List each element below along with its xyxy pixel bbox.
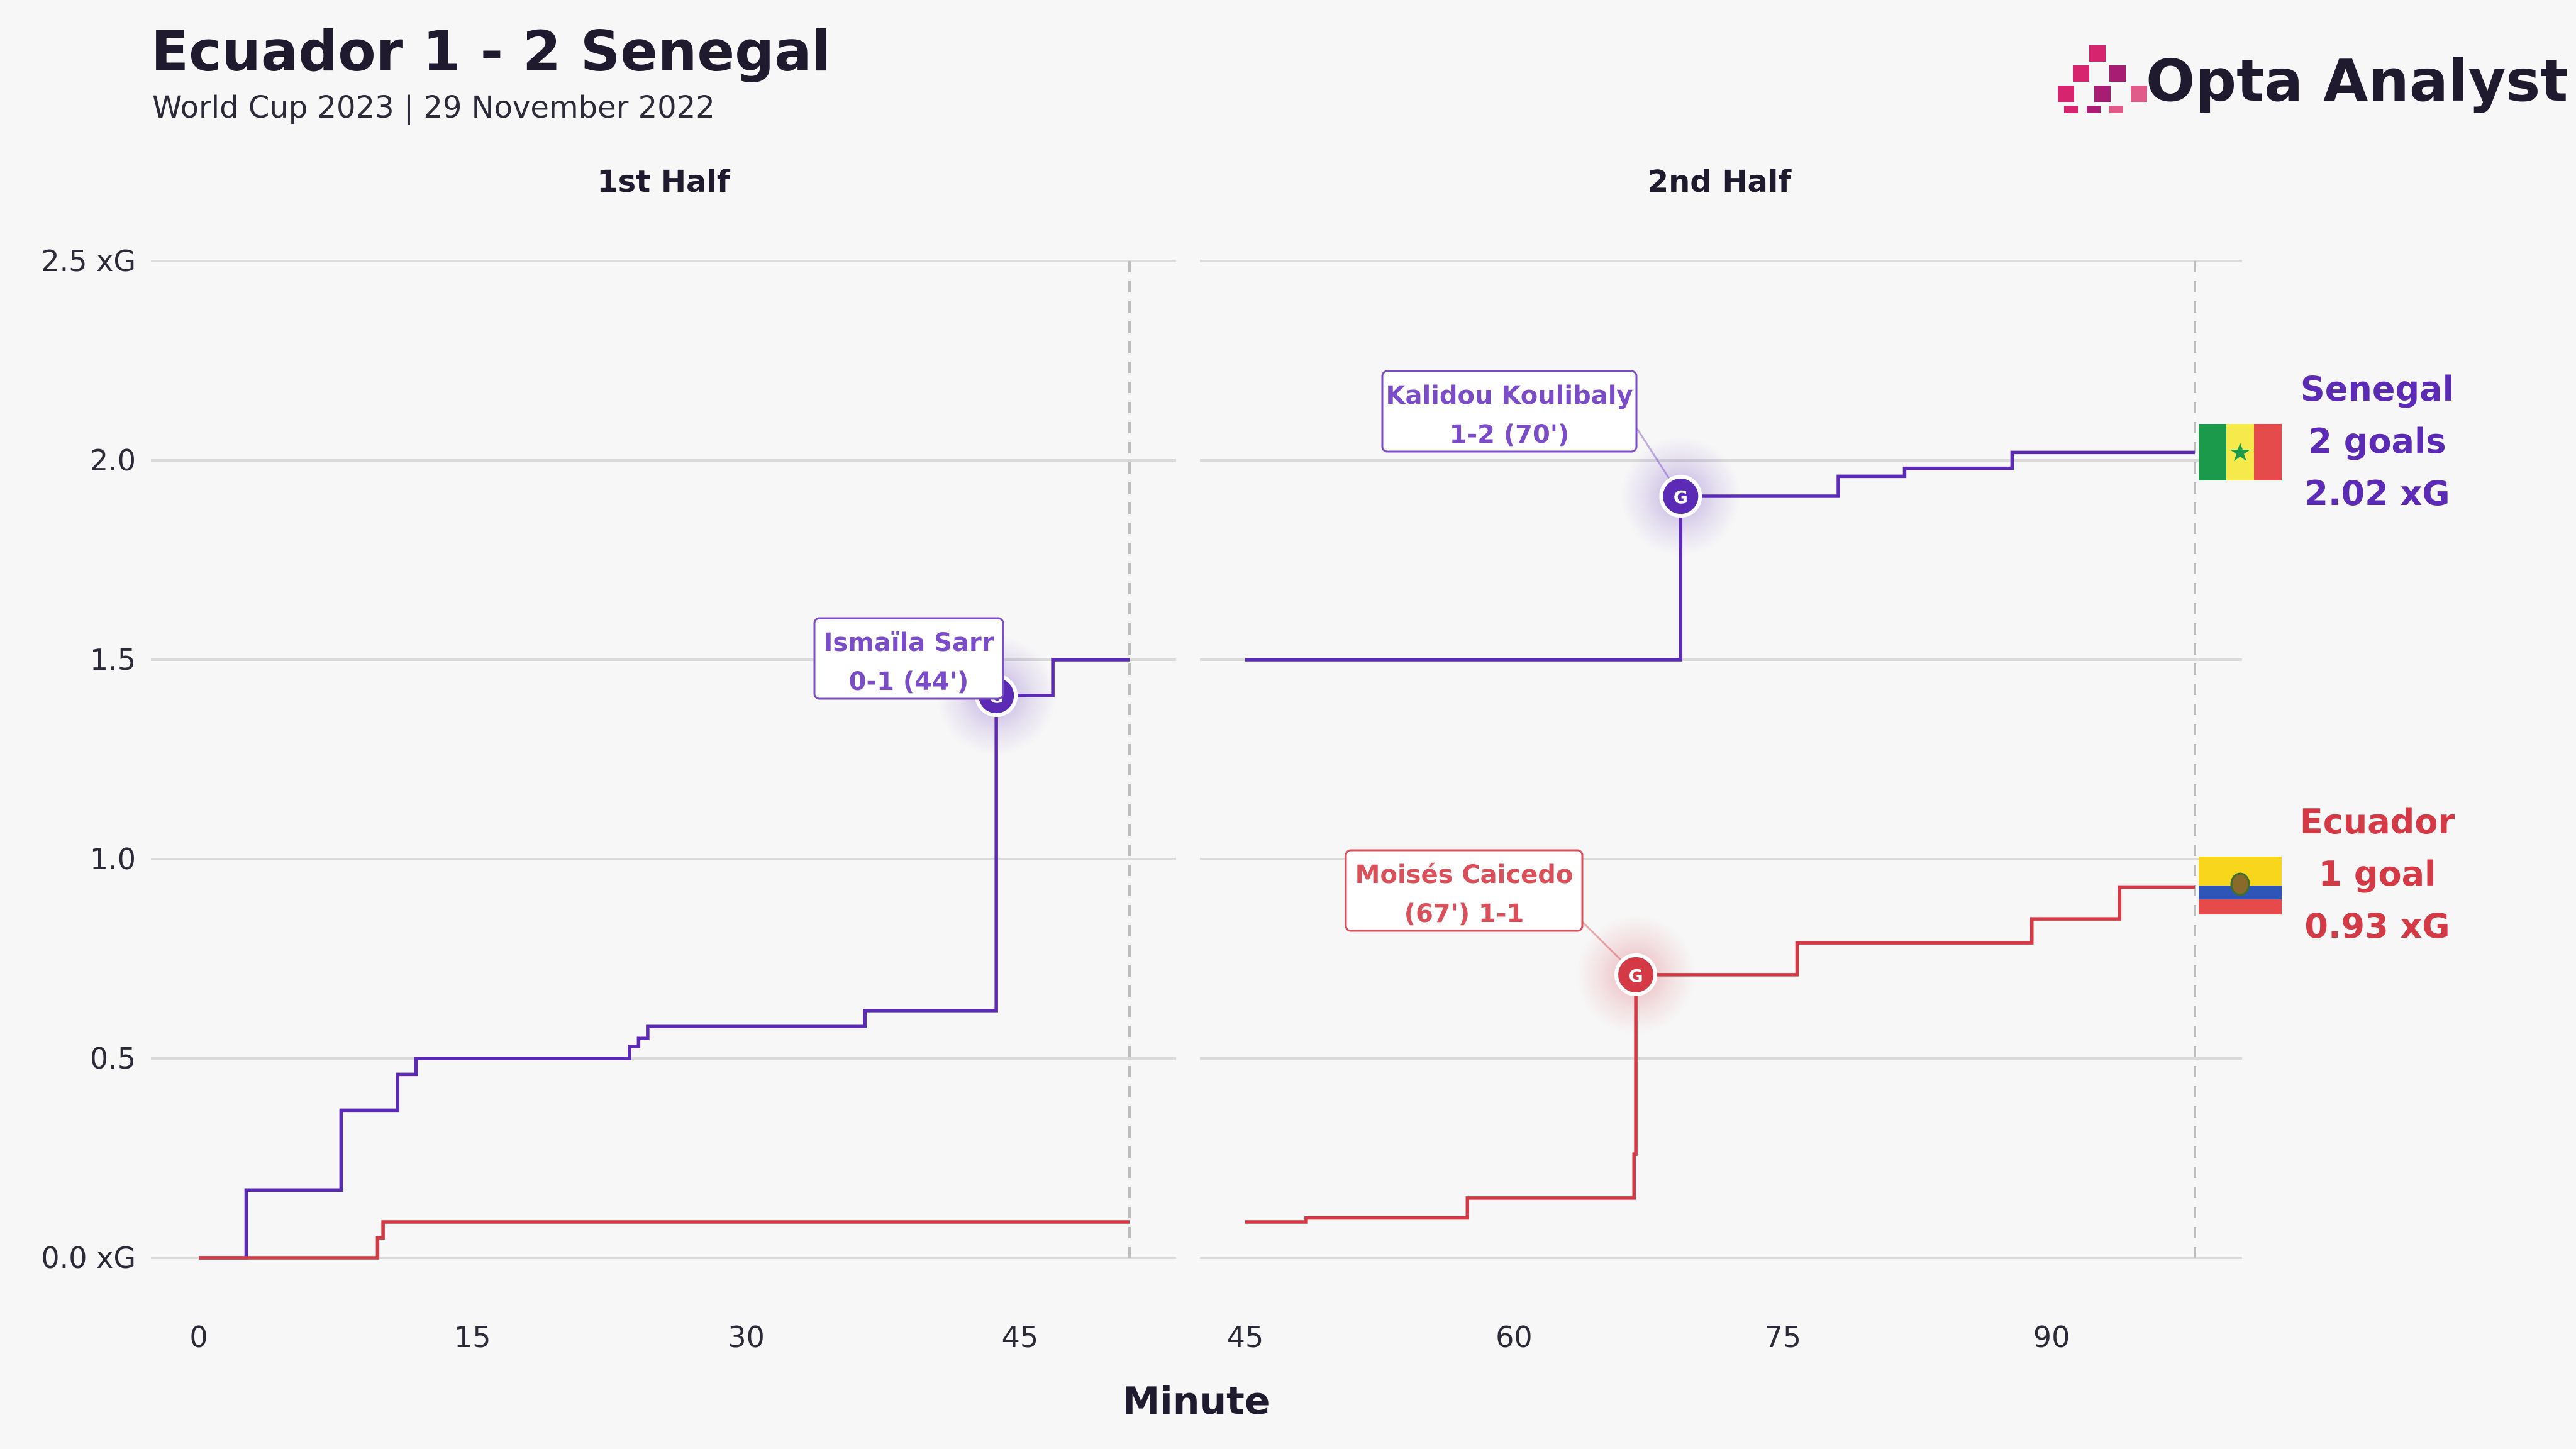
goal-score-label: 0-1 (44') <box>849 667 969 696</box>
ecuador-flag-icon <box>2199 857 2282 914</box>
x-tick-label: 30 <box>728 1320 765 1354</box>
flag-stripe <box>2199 899 2282 914</box>
goal-marker-label: G <box>1629 965 1643 986</box>
goal-annotation-box <box>813 617 1004 700</box>
goal-score-label: 1-2 (70') <box>1450 420 1570 449</box>
series-line-ecuador <box>199 1220 1130 1260</box>
flag-stripe <box>2254 424 2282 480</box>
y-tick-label: 1.5 <box>90 643 136 677</box>
goal-marker-label: G <box>1674 487 1688 508</box>
x-tick-label: 60 <box>1496 1320 1533 1354</box>
team-summary-xg: 2.02 xG <box>2304 474 2450 513</box>
plot-area: 0.0 xG 0.5 1.0 1.5 2.0 2.5 xG 1st Half 0 15 30 45 G… <box>41 164 2455 1354</box>
x-tick-label: 45 <box>1002 1320 1039 1354</box>
y-tick-label: 0.0 xG <box>41 1241 136 1275</box>
y-tick-label: 1.0 <box>90 842 136 876</box>
flag-stripe <box>2199 424 2226 480</box>
series-line-senegal <box>1245 450 2195 662</box>
x-tick-label: 45 <box>1227 1320 1264 1354</box>
team-summary-goals: 2 goals <box>2308 421 2446 461</box>
opta-logo-icon <box>2058 45 2147 113</box>
goal-scorer-label: Ismaïla Sarr <box>824 628 994 657</box>
senegal-flag-icon <box>2199 424 2282 480</box>
goal-marker <box>1659 475 1702 518</box>
x-tick-label: 75 <box>1764 1320 1801 1354</box>
series-line-ecuador <box>1245 885 2195 1224</box>
brand-wordmark: Opta Analyst <box>2146 47 2568 114</box>
page-subtitle: World Cup 2023 | 29 November 2022 <box>152 90 715 125</box>
page-title: Ecuador 1 - 2 Senegal <box>151 19 831 84</box>
x-axis-label: Minute <box>1122 1379 1270 1423</box>
x-tick-label: 0 <box>189 1320 208 1354</box>
team-summary-xg: 0.93 xG <box>2304 906 2450 946</box>
y-tick-label: 2.5 xG <box>41 244 136 278</box>
panel-title: 1st Half <box>597 164 731 199</box>
goal-annotation-box <box>1345 849 1584 932</box>
goal-scorer-label: Moisés Caicedo <box>1355 860 1574 889</box>
team-summary-name: Senegal <box>2301 369 2454 409</box>
y-tick-label: 0.5 <box>90 1041 136 1075</box>
series-line-senegal <box>199 658 1130 1260</box>
panel-title: 2nd Half <box>1648 164 1792 199</box>
goal-scorer-label: Kalidou Koulibaly <box>1385 381 1633 410</box>
y-tick-label: 2.0 <box>90 443 136 477</box>
team-summary-goals: 1 goal <box>2318 854 2436 894</box>
team-summary-name: Ecuador <box>2300 802 2455 841</box>
goal-annotation-box <box>1381 370 1638 453</box>
flag-emblem-icon <box>2230 872 2250 896</box>
x-tick-label: 90 <box>2033 1320 2070 1354</box>
goal-marker <box>1614 953 1658 996</box>
goal-score-label: (67') 1-1 <box>1404 899 1524 928</box>
flag-star-icon <box>2230 443 2250 461</box>
x-tick-label: 15 <box>454 1320 491 1354</box>
